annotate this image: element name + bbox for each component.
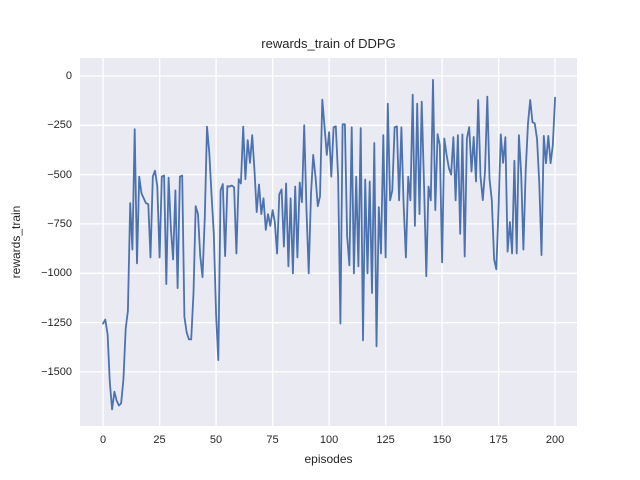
x-tick-label: 75	[266, 434, 279, 446]
y-tick-label: −750	[47, 217, 72, 230]
x-tick-label: 175	[489, 434, 508, 446]
x-tick-label: 50	[209, 434, 223, 446]
chart-title: rewards_train of DDPG	[261, 36, 396, 51]
x-tick-label: 0	[99, 434, 107, 446]
x-tick-label: 200	[545, 434, 565, 446]
y-tick-label: −500	[47, 168, 72, 181]
x-tick-label: 150	[432, 434, 452, 446]
y-tick-label: 0	[65, 69, 72, 82]
line-plot-svg	[80, 58, 577, 426]
y-tick-label: −1250	[41, 316, 72, 329]
y-tick-label: −1500	[41, 365, 72, 378]
plot-area	[80, 58, 577, 426]
x-axis-label: episodes	[304, 452, 353, 466]
x-tick-label: 25	[153, 434, 166, 446]
x-tick-label: 100	[319, 434, 339, 446]
y-tick-label: −1000	[41, 267, 72, 280]
rewards-train-series-line	[102, 78, 557, 411]
x-tick-label: 125	[376, 434, 395, 446]
y-tick-label: −250	[47, 119, 72, 132]
